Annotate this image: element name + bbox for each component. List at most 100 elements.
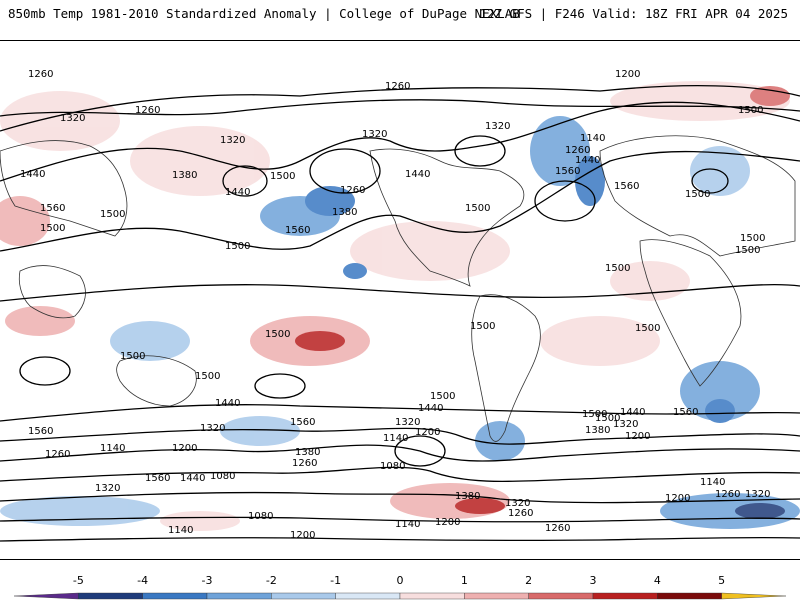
anomaly-map: 1260 1260 1260 1200 1500 1320 1320 1320 … <box>0 40 800 560</box>
contour-label: 1560 <box>555 166 580 177</box>
legend-swatch <box>399 592 465 600</box>
contour-label: 1200 <box>625 431 650 442</box>
contour-label: 1260 <box>292 458 317 469</box>
contour-label: 1500 <box>470 321 495 332</box>
contour-label: 1500 <box>270 171 295 182</box>
contour-label: 1140 <box>395 519 420 530</box>
contour-label: 1260 <box>28 69 53 80</box>
legend-ticks: -5 -4 -3 -2 -1 0 1 2 3 4 5 <box>73 574 725 587</box>
contour-label: 1500 <box>100 209 125 220</box>
contour-label: 1500 <box>120 351 145 362</box>
contour-label: 1440 <box>180 473 205 484</box>
contour-label: 1140 <box>100 443 125 454</box>
contour-label: 1140 <box>580 133 605 144</box>
legend-tick-label: 2 <box>525 574 532 587</box>
legend-tick-label: -4 <box>137 574 148 587</box>
contour-label: 1140 <box>383 433 408 444</box>
contour-label: 1500 <box>738 105 763 116</box>
contour-label: 1200 <box>415 427 440 438</box>
map-canvas: 1260 1260 1260 1200 1500 1320 1320 1320 … <box>0 69 800 542</box>
contour-label: 1080 <box>248 511 273 522</box>
contour-label: 1320 <box>745 489 770 500</box>
contour-label: 1260 <box>45 449 70 460</box>
contour-label: 1260 <box>545 523 570 534</box>
contour-label: 1080 <box>380 461 405 472</box>
contour-label: 1440 <box>225 187 250 198</box>
contour-label: 1440 <box>405 169 430 180</box>
legend-swatch <box>592 592 658 600</box>
coastlines <box>0 135 796 442</box>
contour-label: 1560 <box>290 417 315 428</box>
contour-label: 1500 <box>605 263 630 274</box>
legend-tick-label: -3 <box>202 574 213 587</box>
contour-label: 1380 <box>295 447 320 458</box>
contour-label: 1320 <box>60 113 85 124</box>
contour-label: 1500 <box>735 245 760 256</box>
contour-label: 1500 <box>40 223 65 234</box>
legend-swatch <box>78 592 143 600</box>
contour-label: 1440 <box>20 169 45 180</box>
contour-label: 1560 <box>614 181 639 192</box>
contour-label: 1500 <box>195 371 220 382</box>
header: 850mb Temp 1981-2010 Standardized Anomal… <box>0 0 800 40</box>
legend-tick-label: -2 <box>266 574 277 587</box>
contour-label: 1500 <box>465 203 490 214</box>
legend-swatch <box>206 592 272 600</box>
contour-label: 1500 <box>582 409 607 420</box>
contour-label: 1380 <box>585 425 610 436</box>
contour-label: 1200 <box>172 443 197 454</box>
contour-label: 1200 <box>290 530 315 541</box>
contour-labels: 1260 1260 1260 1200 1500 1320 1320 1320 … <box>20 69 770 541</box>
legend-swatch <box>657 592 722 600</box>
contour-label: 1260 <box>340 185 365 196</box>
contour-label: 1500 <box>635 323 660 334</box>
legend-tick-label: 3 <box>590 574 597 587</box>
legend-swatch <box>271 592 336 600</box>
legend-swatch <box>142 592 208 600</box>
contour-label: 1500 <box>225 241 250 252</box>
contour-label: 1500 <box>430 391 455 402</box>
legend-swatch <box>721 592 787 600</box>
legend-tick-label: 1 <box>461 574 468 587</box>
legend-tick-label: 0 <box>397 574 404 587</box>
legend-tick-label: 5 <box>718 574 725 587</box>
contour-label: 1200 <box>665 493 690 504</box>
contour-label: 1500 <box>595 413 620 424</box>
contour-label: 1260 <box>565 145 590 156</box>
model-valid-time: 12Z GFS | F246 Valid: 18Z FRI APR 04 202… <box>479 6 788 21</box>
contour-label: 1440 <box>575 155 600 166</box>
legend-tick-label: -5 <box>73 574 84 587</box>
contour-label: 1560 <box>28 426 53 437</box>
legend-swatch <box>528 592 594 600</box>
contour-label: 1320 <box>362 129 387 140</box>
contour-label: 1260 <box>508 508 533 519</box>
legend-swatch <box>464 592 529 600</box>
contour-label: 1320 <box>485 121 510 132</box>
contour-label: 1200 <box>615 69 640 80</box>
contour-label: 1320 <box>613 419 638 430</box>
contour-label: 1320 <box>395 417 420 428</box>
contour-label: 1320 <box>95 483 120 494</box>
contour-label: 1200 <box>435 517 460 528</box>
contour-label: 1320 <box>505 498 530 509</box>
contour-label: 1320 <box>220 135 245 146</box>
legend-bar: -5 -4 -3 -2 -1 0 1 2 3 4 5 <box>13 574 787 600</box>
contour-label: 1260 <box>715 489 740 500</box>
contour-label: 1560 <box>40 203 65 214</box>
contour-label: 1500 <box>685 189 710 200</box>
contour-label: 1440 <box>215 398 240 409</box>
height-contours <box>0 84 800 542</box>
contour-label: 1080 <box>210 471 235 482</box>
contour-label: 1440 <box>418 403 443 414</box>
contour-label: 1380 <box>172 170 197 181</box>
legend-swatch <box>335 592 401 600</box>
legend-tick-label: 4 <box>654 574 661 587</box>
contour-label: 1140 <box>700 477 725 488</box>
contour-label: 1560 <box>285 225 310 236</box>
contour-label: 1140 <box>168 525 193 536</box>
contour-label: 1500 <box>740 233 765 244</box>
legend-tick-label: -1 <box>330 574 341 587</box>
contour-label: 1500 <box>265 329 290 340</box>
contour-label: 1320 <box>200 423 225 434</box>
contour-label: 1440 <box>620 407 645 418</box>
